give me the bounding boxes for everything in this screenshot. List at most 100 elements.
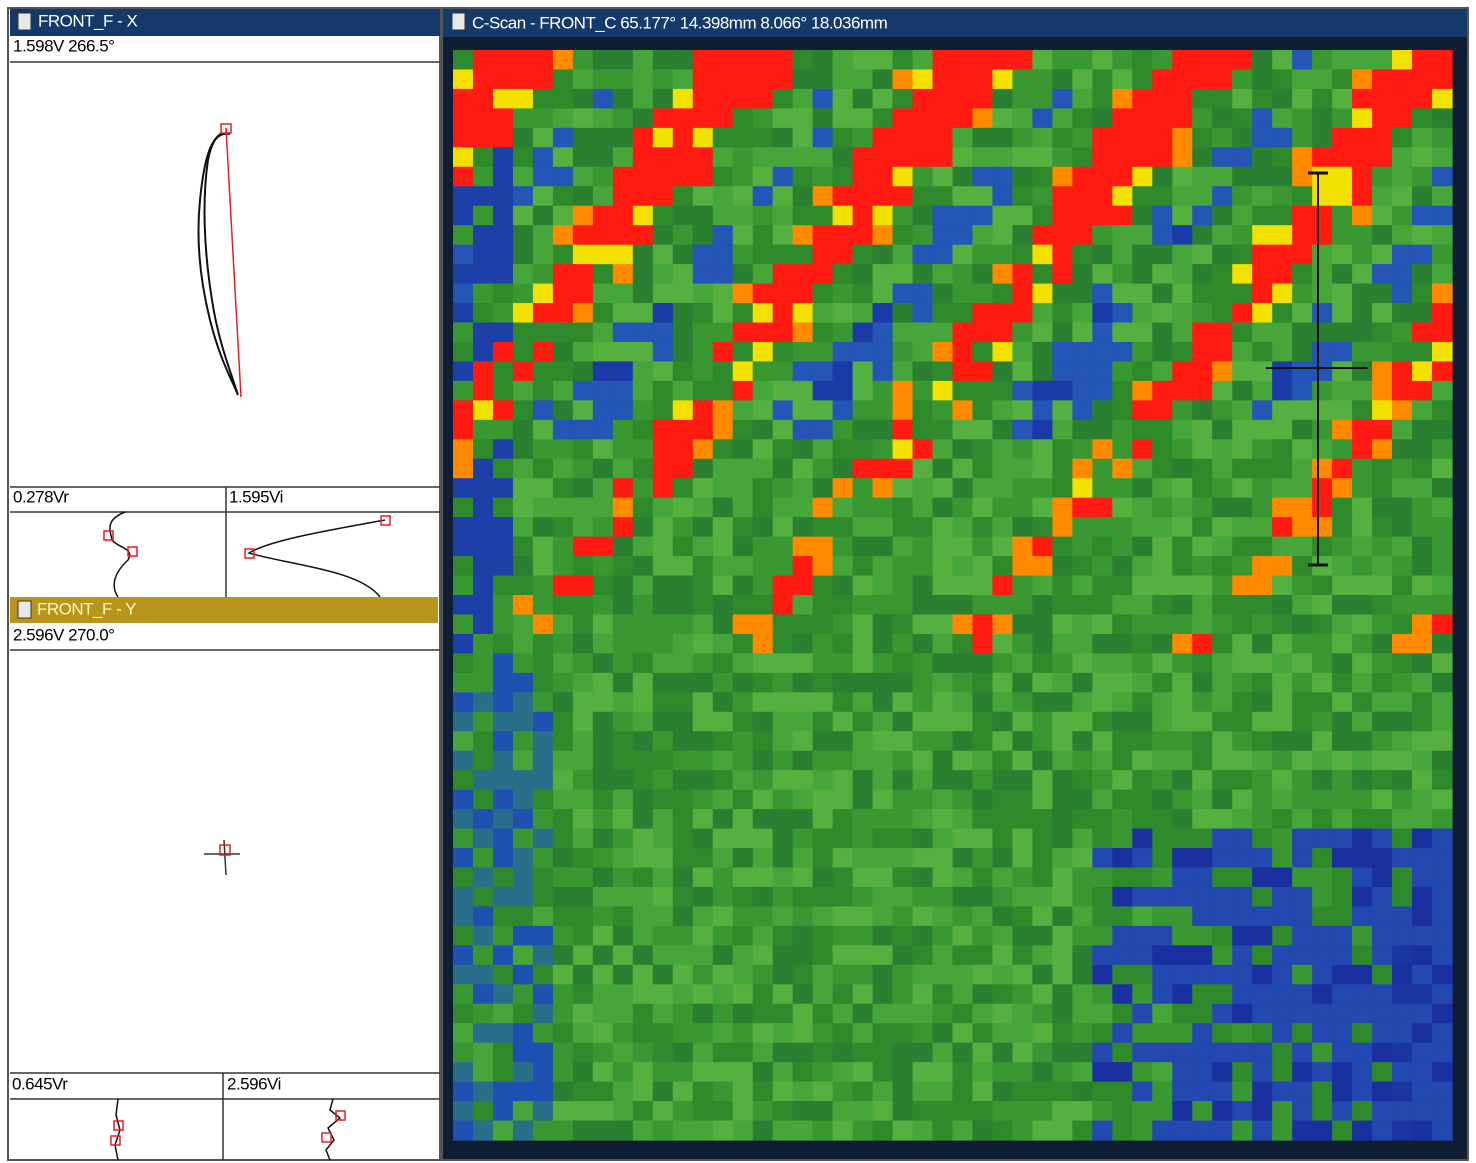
cscan-cell	[893, 926, 914, 946]
cscan-cell	[833, 245, 854, 265]
cscan-cell	[773, 284, 794, 304]
cscan-cell	[513, 400, 534, 420]
cscan-cell	[1372, 751, 1393, 771]
cscan-cell	[1092, 1101, 1113, 1121]
cscan-cell	[1432, 1062, 1453, 1082]
cscan-cell	[713, 50, 734, 70]
cscan-cell	[1152, 576, 1173, 596]
cscan-cell	[1372, 926, 1393, 946]
cscan-cell	[1212, 576, 1233, 596]
cscan-cell	[713, 361, 734, 381]
cscan-cell	[673, 1121, 694, 1141]
cscan-cell	[953, 1101, 974, 1121]
panel-title: FRONT_F - Y	[37, 599, 136, 618]
cscan-cell	[1212, 751, 1233, 771]
cscan-cell	[1292, 906, 1313, 926]
cscan-cell	[773, 439, 794, 459]
cscan-cell	[693, 245, 714, 265]
cscan-cell	[573, 809, 594, 829]
cscan-cell	[1372, 965, 1393, 985]
cscan-cell	[593, 206, 614, 226]
window-icon[interactable]	[18, 13, 31, 30]
cscan-cell	[493, 459, 514, 479]
cscan-cell	[613, 634, 634, 654]
cscan-cell	[573, 147, 594, 167]
cscan-cell	[1412, 595, 1433, 615]
cscan-cell	[1052, 945, 1073, 965]
cscan-cell	[1072, 498, 1093, 518]
cscan-cell	[1352, 517, 1373, 537]
cscan-cell	[953, 206, 974, 226]
window-icon[interactable]	[452, 13, 465, 30]
cscan-cell	[893, 498, 914, 518]
cscan-cell	[972, 965, 993, 985]
cscan-cell	[913, 751, 934, 771]
cscan-cell	[1372, 1023, 1393, 1043]
cscan-cell	[992, 128, 1013, 148]
cscan-cell	[1412, 50, 1433, 70]
cscan-cell	[593, 264, 614, 284]
cscan-cell	[1432, 361, 1453, 381]
cscan-cell	[1392, 89, 1413, 109]
cscan-cell	[453, 595, 474, 615]
cscan-cell	[633, 186, 654, 206]
cscan-cell	[553, 50, 574, 70]
cscan-cell	[773, 381, 794, 401]
cscan-cell	[1272, 926, 1293, 946]
cscan-cell	[933, 420, 954, 440]
cscan-cell	[1272, 128, 1293, 148]
cscan-cell	[653, 731, 674, 751]
window-icon[interactable]	[18, 601, 31, 618]
cscan-cell	[1292, 1121, 1313, 1141]
cscan-cell	[673, 887, 694, 907]
cscan-cell	[533, 945, 554, 965]
cscan-cell	[1212, 595, 1233, 615]
cscan-cell	[793, 303, 814, 323]
cscan-cell	[953, 381, 974, 401]
cscan-cell	[633, 264, 654, 284]
cscan-cell	[1212, 225, 1233, 245]
cscan-cell	[992, 50, 1013, 70]
cscan-cell	[1072, 1023, 1093, 1043]
cscan-cell	[953, 751, 974, 771]
cscan-cell	[893, 770, 914, 790]
cscan-cell	[893, 634, 914, 654]
cscan-cell	[933, 1062, 954, 1082]
cscan-cell	[713, 478, 734, 498]
cscan-cell	[1212, 1101, 1233, 1121]
cscan-cell	[992, 712, 1013, 732]
cscan-cell	[893, 868, 914, 888]
cscan-cell	[1092, 245, 1113, 265]
cscan-cell	[1012, 128, 1033, 148]
cscan-cell	[873, 1082, 894, 1102]
cscan-cell	[573, 439, 594, 459]
cscan-cell	[913, 323, 934, 343]
cscan-cell	[573, 50, 594, 70]
cscan-cell	[913, 1121, 934, 1141]
cscan-cell	[633, 206, 654, 226]
cscan-cell	[1312, 673, 1333, 693]
cscan-cell	[713, 167, 734, 187]
cscan-cell	[573, 420, 594, 440]
cscan-cell	[992, 770, 1013, 790]
cscan-cell	[1312, 342, 1333, 362]
cscan-cell	[1392, 848, 1413, 868]
cscan-cell	[933, 128, 954, 148]
cscan-cell	[1012, 537, 1033, 557]
cscan-cell	[573, 361, 594, 381]
cscan-cell	[813, 556, 834, 576]
cscan-cell	[1092, 537, 1113, 557]
cscan-cell	[1232, 225, 1253, 245]
cscan-cell	[513, 906, 534, 926]
cscan-cell	[1312, 1023, 1333, 1043]
cscan-cell	[513, 731, 534, 751]
cscan-cell	[793, 245, 814, 265]
cscan-cell	[853, 284, 874, 304]
cscan-cell	[613, 147, 634, 167]
cscan-cell	[713, 1062, 734, 1082]
cscan-cell	[1132, 108, 1153, 128]
cscan-cell	[1152, 147, 1173, 167]
cscan-cell	[633, 673, 654, 693]
cscan-cell	[653, 517, 674, 537]
cscan-cell	[693, 906, 714, 926]
